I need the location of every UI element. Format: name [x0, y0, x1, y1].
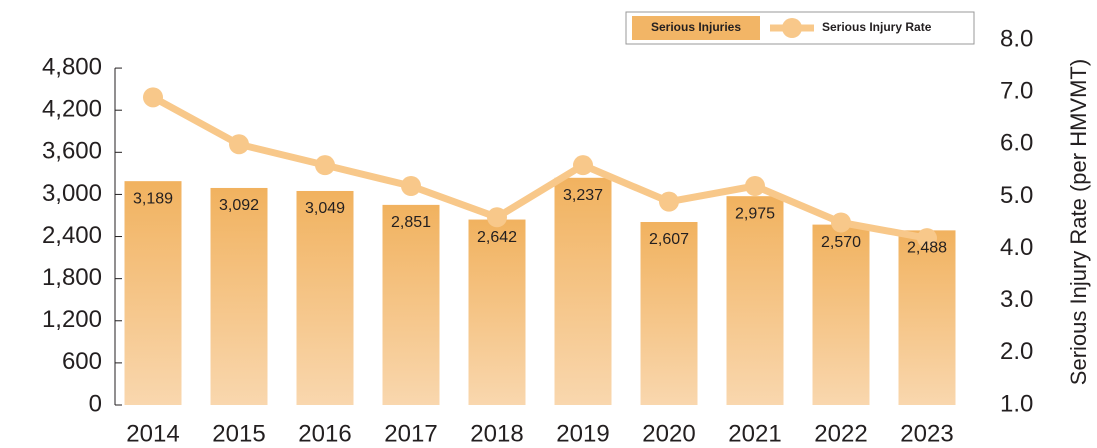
y2-axis-title: Serious Injury Rate (per HMVMT) — [1066, 59, 1091, 385]
rate-marker — [831, 212, 851, 233]
rate-marker — [487, 207, 507, 228]
value-label: 2,975 — [735, 205, 775, 222]
y-tick-label: 4,200 — [42, 96, 102, 123]
bar — [468, 219, 526, 405]
x-tick-label: 2021 — [728, 420, 781, 447]
y-tick-label: 3,600 — [42, 138, 102, 165]
value-label: 3,189 — [133, 190, 173, 207]
rate-marker — [745, 176, 765, 196]
legend-label: Serious Injury Rate — [822, 20, 932, 34]
legend-swatch — [632, 16, 760, 40]
y2-tick-label: 6.0 — [1000, 130, 1033, 157]
bar — [382, 204, 440, 405]
bar — [124, 181, 182, 405]
value-label: 2,607 — [649, 231, 689, 248]
x-tick-label: 2015 — [212, 420, 265, 447]
bar — [640, 222, 698, 405]
x-tick-label: 2018 — [470, 420, 523, 447]
value-label: 3,237 — [563, 187, 603, 204]
y2-tick-label: 3.0 — [1000, 286, 1033, 313]
x-tick-label: 2017 — [384, 420, 437, 447]
value-label: 2,851 — [391, 214, 431, 231]
rate-marker — [917, 228, 937, 249]
legend-label: Serious Injuries — [651, 20, 741, 34]
legend-marker — [782, 18, 802, 38]
value-label: 2,642 — [477, 229, 517, 246]
value-label: 3,049 — [305, 200, 345, 217]
rate-marker — [315, 155, 335, 176]
x-tick-label: 2019 — [556, 420, 609, 447]
y2-tick-label: 4.0 — [1000, 234, 1033, 261]
rate-marker — [229, 134, 249, 155]
value-label: 2,570 — [821, 234, 861, 251]
y2-tick-label: 2.0 — [1000, 338, 1033, 365]
x-tick-label: 2020 — [642, 420, 695, 447]
y-tick-label: 4,800 — [42, 53, 102, 80]
y2-tick-label: 7.0 — [1000, 77, 1033, 104]
value-label: 2,488 — [907, 240, 947, 257]
y-tick-label: 1,800 — [42, 264, 102, 291]
x-tick-label: 2023 — [900, 420, 953, 447]
bar — [296, 190, 354, 405]
y2-tick-label: 8.0 — [1000, 25, 1033, 52]
y2-tick-label: 5.0 — [1000, 182, 1033, 209]
rate-marker — [401, 176, 421, 196]
value-label: 3,092 — [219, 197, 259, 214]
bar — [898, 230, 956, 405]
y-tick-label: 1,200 — [42, 306, 102, 333]
rate-marker — [659, 191, 679, 212]
y-tick-label: 2,400 — [42, 222, 102, 249]
bar — [554, 177, 612, 405]
x-tick-label: 2022 — [814, 420, 867, 447]
bar — [210, 187, 268, 405]
x-tick-label: 2016 — [298, 420, 351, 447]
y-tick-label: 0 — [89, 390, 102, 417]
x-tick-label: 2014 — [126, 420, 179, 447]
y2-tick-label: 1.0 — [1000, 390, 1033, 417]
rate-marker — [573, 155, 593, 176]
rate-line — [151, 94, 928, 242]
y-tick-label: 3,000 — [42, 180, 102, 207]
bar — [812, 224, 870, 405]
y-tick-label: 600 — [62, 348, 102, 375]
bar — [726, 196, 784, 405]
rate-marker — [143, 87, 163, 108]
